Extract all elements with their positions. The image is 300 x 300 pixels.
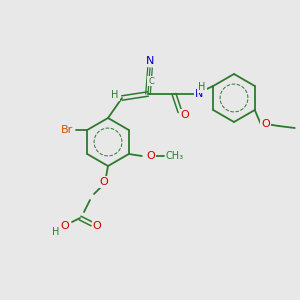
Text: Br: Br xyxy=(61,125,73,135)
Text: O: O xyxy=(100,177,108,187)
Text: O: O xyxy=(181,110,189,120)
Text: C: C xyxy=(148,76,154,85)
Text: H: H xyxy=(52,227,60,237)
Text: H: H xyxy=(198,82,206,92)
Text: O: O xyxy=(146,151,155,161)
Text: CH₃: CH₃ xyxy=(166,151,184,161)
Text: O: O xyxy=(261,119,270,129)
Text: H: H xyxy=(111,90,119,100)
Text: O: O xyxy=(93,221,101,231)
Text: N: N xyxy=(195,89,203,99)
Text: O: O xyxy=(61,221,69,231)
Text: N: N xyxy=(146,56,154,66)
